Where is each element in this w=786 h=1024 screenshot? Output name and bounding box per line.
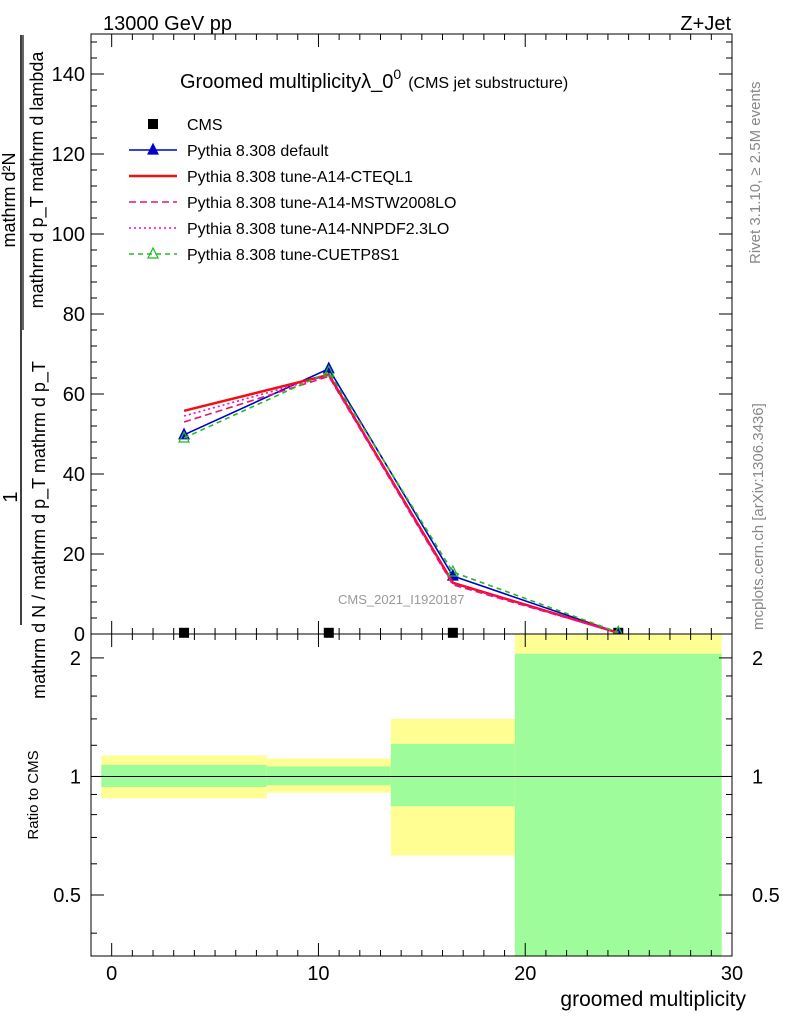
series-marker — [322, 361, 335, 374]
main-ytick-label: 0 — [74, 624, 85, 646]
ylabel-numerator: mathrm d²N — [0, 152, 19, 247]
ratio-xtick-label: 0 — [106, 963, 117, 985]
ratio-frame — [90, 633, 733, 957]
main-ylabel: 1 mathrm d N / mathrm d p_T mathrm d p_T… — [0, 35, 50, 699]
series-line — [183, 374, 619, 634]
mcplots-label: mcplots.cern.ch [arXiv:1306.3436] — [750, 403, 767, 630]
main-series — [178, 361, 625, 638]
chart-title-superscript: 0 — [393, 66, 401, 82]
ylabel-denominator: mathrm d p_T mathrm d lambda — [27, 51, 48, 309]
chart-title: Groomed multiplicityλ_00 (CMS jet substru… — [180, 66, 568, 93]
ratio-inner-band — [266, 766, 391, 786]
legend-label: Pythia 8.308 tune-A14-CTEQL1 — [187, 169, 413, 186]
ylabel-prefix-numerator: 1 — [0, 491, 22, 502]
ratio-ytick-label-right: 2 — [752, 648, 763, 670]
legend-marker — [147, 246, 159, 259]
ratio-ylabel: Ratio to CMS — [25, 750, 42, 839]
main-ytick-label: 100 — [52, 224, 85, 246]
ratio-ticklabels: 0.5 0.51 12 20 10 20 30 — [53, 648, 780, 985]
main-ytick-label: 40 — [63, 464, 85, 486]
main-ytick-label: 120 — [52, 144, 85, 166]
ratio-ytick-label: 2 — [70, 648, 81, 670]
main-ytick-label: 20 — [63, 544, 85, 566]
ratio-xtick-label: 10 — [307, 963, 329, 985]
series-marker — [322, 364, 335, 377]
legend-marker — [147, 142, 159, 155]
xlabel: groomed multiplicity — [560, 988, 746, 1011]
rivet-version-label: Rivet 3.1.10, ≥ 2.5M events — [747, 82, 764, 265]
ratio-inner-band — [514, 653, 722, 956]
legend-label: Pythia 8.308 tune-A14-NNPDF2.3LO — [187, 221, 449, 238]
ratio-xtick-label: 20 — [514, 963, 536, 985]
cms-data-point — [447, 627, 458, 638]
ratio-ytick-label-right: 0.5 — [752, 885, 780, 907]
main-ticklabels: 0 20 40 60 80 100 120 140 — [52, 64, 85, 646]
channel-label: Z+Jet — [680, 13, 731, 35]
main-ytick-label: 140 — [52, 64, 85, 86]
ratio-ytick-label: 1 — [70, 766, 81, 788]
legend: CMS Pythia 8.308 default Pythia 8.308 tune… — [129, 117, 456, 264]
chart-title-note: (CMS jet substructure) — [408, 75, 568, 92]
ylabel-prefix-denominator: mathrm d N / mathrm d p_T mathrm d p_T — [29, 361, 50, 699]
chart-title-main: Groomed multiplicityλ_0 — [180, 71, 393, 93]
ratio-xtick-label: 30 — [721, 963, 743, 985]
series-marker — [446, 564, 459, 577]
ratio-inner-band — [390, 743, 515, 807]
legend-label: Pythia 8.308 tune-CUETP8S1 — [187, 247, 400, 264]
legend-label: CMS — [187, 117, 223, 134]
ratio-panel: 0.5 0.51 12 20 10 20 30 Ratio to CMS groomed m… — [25, 633, 780, 1011]
main-ytick-label: 60 — [63, 384, 85, 406]
legend-label: Pythia 8.308 tune-A14-MSTW2008LO — [187, 195, 456, 212]
ratio-ytick-label: 0.5 — [53, 885, 81, 907]
series-marker — [178, 430, 191, 443]
series-line — [183, 367, 619, 634]
main-panel: 0 20 40 60 80 100 120 140 Groomed multiplicityλ… — [52, 33, 733, 646]
analysis-watermark: CMS_2021_I1920187 — [338, 592, 465, 607]
ratio-ticks — [90, 634, 733, 956]
legend-label: Pythia 8.308 default — [187, 143, 329, 160]
main-ytick-label: 80 — [63, 304, 85, 326]
cms-data-point — [323, 627, 334, 638]
cms-data-point — [179, 627, 190, 638]
ratio-ytick-label-right: 1 — [752, 766, 763, 788]
ratio-bands — [101, 634, 722, 956]
main-ticks — [90, 34, 733, 635]
process-label: 13000 GeV pp — [103, 13, 232, 35]
legend-swatch — [148, 119, 158, 129]
